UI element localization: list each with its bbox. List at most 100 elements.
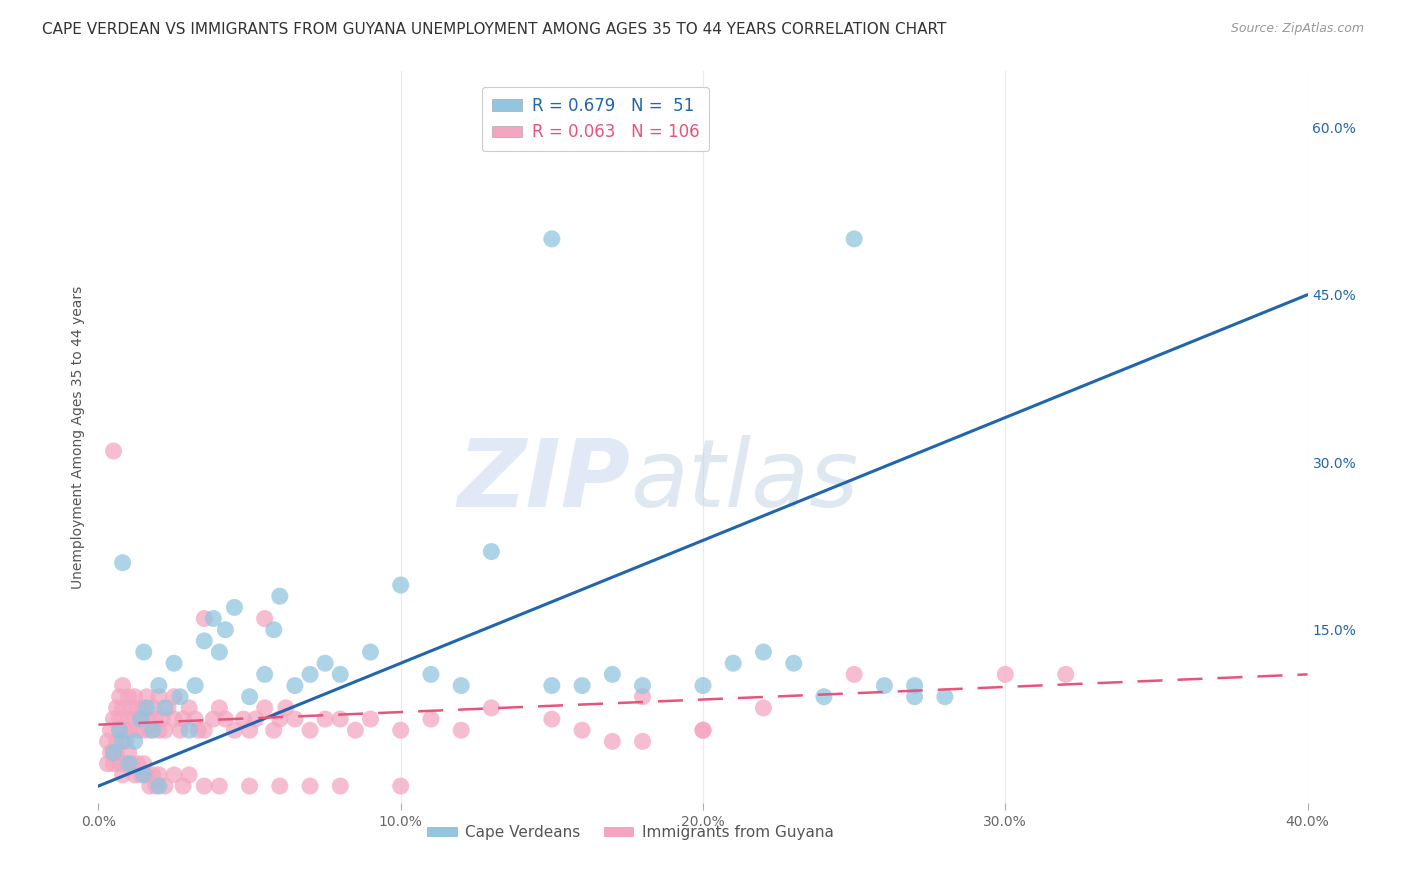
Y-axis label: Unemployment Among Ages 35 to 44 years: Unemployment Among Ages 35 to 44 years — [70, 285, 84, 589]
Point — [844, 232, 866, 246]
Point — [540, 679, 562, 693]
Point — [153, 701, 176, 715]
Point — [214, 712, 236, 726]
Point — [142, 723, 165, 738]
Point — [202, 712, 225, 726]
Point — [232, 712, 254, 726]
Point — [631, 690, 654, 704]
Point — [284, 679, 307, 693]
Point — [844, 667, 866, 681]
Point — [150, 712, 173, 726]
Point — [129, 768, 152, 782]
Point — [163, 657, 186, 671]
Point — [118, 746, 141, 760]
Point — [994, 667, 1017, 681]
Point — [179, 701, 201, 715]
Point — [169, 690, 191, 704]
Point — [111, 556, 134, 570]
Point — [118, 690, 141, 704]
Point — [631, 734, 654, 748]
Text: CAPE VERDEAN VS IMMIGRANTS FROM GUYANA UNEMPLOYMENT AMONG AGES 35 TO 44 YEARS CO: CAPE VERDEAN VS IMMIGRANTS FROM GUYANA U… — [42, 22, 946, 37]
Point — [124, 734, 146, 748]
Point — [360, 712, 382, 726]
Point — [299, 779, 322, 793]
Point — [314, 712, 336, 726]
Point — [105, 734, 128, 748]
Point — [263, 723, 285, 738]
Point — [783, 657, 806, 671]
Point — [239, 690, 262, 704]
Point — [114, 723, 136, 738]
Point — [389, 723, 412, 738]
Point — [269, 712, 291, 726]
Point — [103, 444, 125, 458]
Point — [111, 679, 134, 693]
Point — [100, 723, 122, 738]
Point — [103, 756, 125, 771]
Point — [631, 679, 654, 693]
Point — [111, 734, 134, 748]
Point — [127, 723, 149, 738]
Point — [420, 712, 443, 726]
Point — [145, 779, 167, 793]
Point — [752, 645, 775, 659]
Point — [153, 723, 176, 738]
Point — [163, 690, 186, 704]
Point — [148, 723, 170, 738]
Point — [329, 779, 352, 793]
Point — [224, 600, 246, 615]
Point — [723, 657, 745, 671]
Point — [389, 578, 412, 592]
Point — [127, 756, 149, 771]
Point — [169, 723, 191, 738]
Point — [253, 701, 276, 715]
Point — [540, 712, 562, 726]
Point — [132, 645, 155, 659]
Point — [540, 232, 562, 246]
Point — [124, 768, 146, 782]
Point — [299, 667, 322, 681]
Point — [179, 768, 201, 782]
Point — [108, 723, 131, 738]
Point — [100, 746, 122, 760]
Point — [132, 768, 155, 782]
Point — [602, 734, 624, 748]
Point — [135, 690, 157, 704]
Point — [148, 768, 170, 782]
Point — [193, 633, 215, 648]
Point — [752, 701, 775, 715]
Point — [284, 712, 307, 726]
Point — [145, 712, 167, 726]
Point — [481, 544, 503, 558]
Point — [193, 723, 215, 738]
Point — [450, 723, 472, 738]
Point — [172, 779, 194, 793]
Point — [148, 779, 170, 793]
Point — [124, 712, 146, 726]
Point — [129, 712, 152, 726]
Point — [111, 768, 134, 782]
Point — [224, 723, 246, 738]
Point — [118, 723, 141, 738]
Point — [571, 723, 593, 738]
Point — [420, 667, 443, 681]
Point — [1054, 667, 1077, 681]
Text: ZIP: ZIP — [457, 435, 630, 527]
Point — [108, 712, 131, 726]
Point — [103, 746, 125, 760]
Point — [148, 690, 170, 704]
Point — [269, 779, 291, 793]
Point — [187, 723, 209, 738]
Point — [208, 701, 231, 715]
Text: Source: ZipAtlas.com: Source: ZipAtlas.com — [1230, 22, 1364, 36]
Point — [904, 679, 927, 693]
Point — [142, 768, 165, 782]
Point — [179, 723, 201, 738]
Point — [163, 712, 186, 726]
Point — [360, 645, 382, 659]
Point — [329, 712, 352, 726]
Point — [214, 623, 236, 637]
Point — [202, 611, 225, 625]
Point — [245, 712, 267, 726]
Point — [172, 712, 194, 726]
